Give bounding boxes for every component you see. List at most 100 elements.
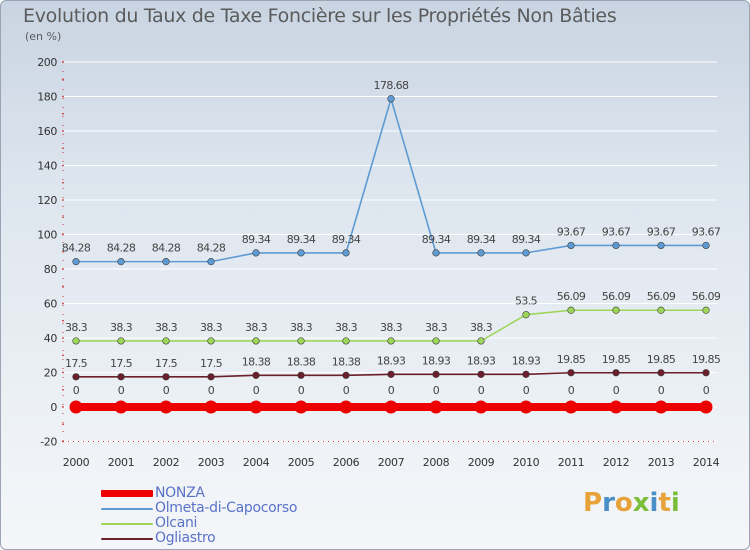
y-tick-label: 200 bbox=[37, 56, 57, 69]
data-point bbox=[387, 370, 395, 378]
data-point bbox=[702, 306, 710, 314]
data-point bbox=[72, 258, 80, 266]
data-point bbox=[387, 337, 395, 345]
y-tick-label: 20 bbox=[44, 367, 58, 380]
series-lines bbox=[69, 95, 713, 414]
data-label: 0 bbox=[568, 384, 575, 397]
legend-swatch bbox=[101, 523, 153, 525]
proxiti-logo[interactable]: Proxiti bbox=[583, 488, 680, 518]
data-point bbox=[204, 400, 218, 414]
data-label: 89.34 bbox=[287, 233, 316, 246]
x-tick-label: 2009 bbox=[468, 456, 495, 469]
data-label: 93.67 bbox=[557, 225, 586, 238]
y-minor-tick bbox=[62, 181, 64, 184]
logo-letter: x bbox=[632, 488, 650, 518]
data-point bbox=[522, 370, 530, 378]
y-minor-tick bbox=[62, 164, 64, 167]
data-point bbox=[567, 241, 575, 250]
x-tick-label: 2005 bbox=[288, 456, 315, 469]
y-tick-label: 100 bbox=[37, 229, 57, 242]
legend-label: Olmeta-di-Capocorso bbox=[155, 500, 298, 516]
data-label: 84.28 bbox=[152, 242, 181, 255]
data-label: 38.3 bbox=[425, 321, 448, 334]
data-point bbox=[657, 369, 665, 377]
x-tick-label: 2012 bbox=[603, 456, 629, 469]
x-tick-label: 2010 bbox=[513, 456, 540, 469]
data-label: 89.34 bbox=[332, 233, 361, 246]
data-label: 53.5 bbox=[515, 295, 538, 308]
data-point bbox=[297, 337, 305, 345]
data-label: 18.38 bbox=[287, 355, 316, 368]
data-point bbox=[294, 400, 308, 414]
data-point bbox=[432, 249, 440, 257]
chart-title: Evolution du Taux de Taxe Foncière sur l… bbox=[23, 5, 617, 27]
data-label: 0 bbox=[118, 384, 125, 397]
y-minor-tick bbox=[62, 130, 64, 132]
data-point bbox=[612, 369, 620, 377]
data-label: 93.67 bbox=[692, 225, 721, 238]
data-label: 38.3 bbox=[200, 321, 223, 334]
data-point bbox=[252, 371, 260, 379]
data-label: 38.3 bbox=[290, 321, 313, 334]
y-tick-label: -20 bbox=[40, 436, 57, 449]
logo-letter: r bbox=[602, 488, 615, 518]
data-label: 0 bbox=[658, 384, 665, 397]
data-label: 19.85 bbox=[557, 353, 586, 366]
data-point bbox=[657, 306, 665, 314]
legend-swatch bbox=[101, 538, 153, 540]
x-tick-label: 2006 bbox=[333, 456, 360, 469]
data-point bbox=[474, 400, 488, 414]
logo-letter: P bbox=[583, 488, 603, 518]
x-tick-label: 2014 bbox=[693, 456, 720, 469]
data-label: 0 bbox=[298, 384, 305, 397]
data-label: 93.67 bbox=[647, 225, 676, 238]
data-label: 17.5 bbox=[110, 357, 133, 370]
data-label: 38.3 bbox=[470, 321, 493, 334]
data-point bbox=[702, 241, 710, 250]
y-minor-tick bbox=[62, 406, 64, 408]
data-point bbox=[339, 400, 353, 414]
data-point bbox=[117, 337, 125, 345]
data-point bbox=[69, 400, 83, 414]
data-point bbox=[522, 311, 530, 319]
data-point bbox=[297, 371, 305, 379]
y-minor-tick bbox=[62, 388, 64, 391]
data-point bbox=[114, 400, 128, 414]
y-minor-tick bbox=[62, 95, 64, 98]
data-point bbox=[342, 337, 350, 345]
data-label: 84.28 bbox=[197, 242, 226, 255]
data-label: 19.85 bbox=[602, 353, 631, 366]
y-minor-tick bbox=[62, 233, 64, 236]
data-label: 18.93 bbox=[467, 354, 496, 367]
y-tick-label: 40 bbox=[44, 332, 58, 345]
y-minor-tick bbox=[62, 302, 64, 305]
y-minor-tick bbox=[62, 216, 64, 219]
logo-letter: i bbox=[670, 488, 680, 518]
data-label: 19.85 bbox=[647, 353, 676, 366]
y-minor-tick bbox=[62, 337, 64, 339]
x-tick-label: 2002 bbox=[153, 456, 179, 469]
data-label: 0 bbox=[208, 384, 215, 397]
data-label: 56.09 bbox=[647, 290, 676, 303]
data-label: 17.5 bbox=[200, 357, 223, 370]
data-point bbox=[432, 370, 440, 378]
y-tick-label: 80 bbox=[44, 263, 58, 276]
data-point bbox=[519, 400, 533, 414]
data-label: 18.38 bbox=[242, 355, 271, 368]
data-label: 89.34 bbox=[467, 233, 496, 246]
x-tick-label: 2001 bbox=[108, 456, 134, 469]
data-point bbox=[117, 258, 125, 266]
data-point bbox=[567, 306, 575, 314]
data-point bbox=[564, 400, 578, 414]
data-label: 0 bbox=[613, 384, 620, 397]
data-point bbox=[249, 400, 263, 414]
data-point bbox=[699, 400, 713, 414]
data-point bbox=[207, 373, 215, 381]
logo-letter: i bbox=[649, 488, 659, 518]
legend-swatch bbox=[101, 508, 153, 510]
y-minor-tick bbox=[62, 371, 64, 374]
data-point bbox=[432, 337, 440, 345]
logo-letter: o bbox=[614, 488, 633, 518]
y-tick-label: 0 bbox=[50, 401, 57, 414]
